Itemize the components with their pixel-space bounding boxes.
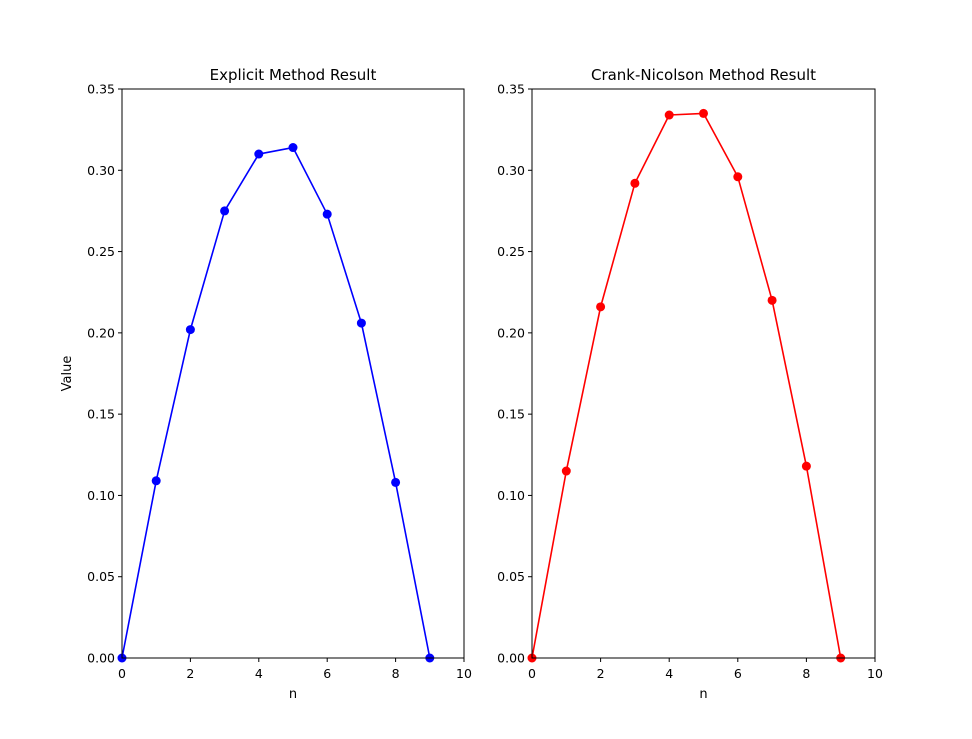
x-axis-label: n: [289, 687, 297, 702]
data-point: [561, 466, 571, 476]
x-axis: 0 2 4 6 8 10: [118, 658, 472, 681]
x-tick-label: 10: [456, 666, 472, 681]
y-tick-label: 0.00: [87, 651, 115, 666]
data-point: [391, 477, 401, 487]
y-tick-label: 0.10: [87, 488, 115, 503]
series-crank-nicolson: [527, 108, 846, 663]
data-point: [630, 178, 640, 188]
data-point: [767, 295, 777, 305]
x-tick-label: 2: [597, 666, 605, 681]
data-point: [254, 149, 264, 159]
series-explicit: [117, 143, 435, 663]
data-point: [801, 461, 811, 471]
data-point: [733, 172, 743, 182]
chart-title: Crank-Nicolson Method Result: [591, 66, 816, 84]
y-tick-label: 0.10: [497, 488, 525, 503]
x-tick-label: 4: [665, 666, 673, 681]
explicit-method-panel: Explicit Method Result 0.000.050.100.150…: [60, 66, 472, 702]
x-tick-label: 2: [186, 666, 194, 681]
y-axis: 0.00 0.05 0.10 0.15 0.20 0.25 0.30 0.35: [87, 82, 122, 666]
x-tick-label: 4: [255, 666, 263, 681]
x-tick-label: 8: [392, 666, 400, 681]
data-point: [288, 143, 298, 153]
y-tick-label: 0.35: [497, 82, 525, 97]
y-tick-label: 0.15: [87, 407, 115, 422]
y-tick-label: 0.05: [497, 569, 525, 584]
x-tick-label: 0: [118, 666, 126, 681]
y-tick-label: 0.30: [497, 163, 525, 178]
plot-frame: [531, 88, 876, 659]
chart-title: Explicit Method Result: [210, 66, 377, 84]
y-tick-label: 0.20: [87, 325, 115, 340]
y-tick-label: 0.20: [497, 325, 525, 340]
x-tick-label: 8: [802, 666, 810, 681]
data-point: [322, 209, 332, 219]
data-point: [185, 325, 195, 335]
x-axis-label: n: [699, 687, 707, 702]
data-point: [596, 302, 606, 312]
y-tick-label: 0.05: [87, 569, 115, 584]
plot-frame: [121, 88, 465, 659]
x-tick-label: 10: [867, 666, 883, 681]
data-point: [356, 318, 366, 328]
crank-nicolson-panel: Crank-Nicolson Method Result 0.00 0.05 0.1…: [497, 66, 883, 702]
series-line: [531, 112, 842, 659]
data-point: [220, 206, 230, 216]
x-tick-label: 0: [528, 666, 536, 681]
y-axis: 0.00 0.05 0.10 0.15 0.20 0.25 0.30 0.35: [497, 82, 532, 666]
y-tick-label: 0.15: [497, 407, 525, 422]
data-point: [151, 476, 161, 486]
y-tick-label: 0.25: [497, 244, 525, 259]
y-tick-label: 0.30: [87, 163, 115, 178]
x-tick-label: 6: [323, 666, 331, 681]
series-line: [121, 146, 431, 659]
x-tick-label: 6: [734, 666, 742, 681]
data-point: [664, 110, 674, 120]
x-axis: 0 2 4 6 8 10: [528, 658, 883, 681]
y-tick-label: 0.35: [87, 82, 115, 97]
data-point: [699, 108, 708, 118]
y-tick-label: 0.25: [87, 244, 115, 259]
y-tick-label: 0.00: [497, 651, 525, 666]
y-axis-label: Value: [60, 356, 75, 392]
